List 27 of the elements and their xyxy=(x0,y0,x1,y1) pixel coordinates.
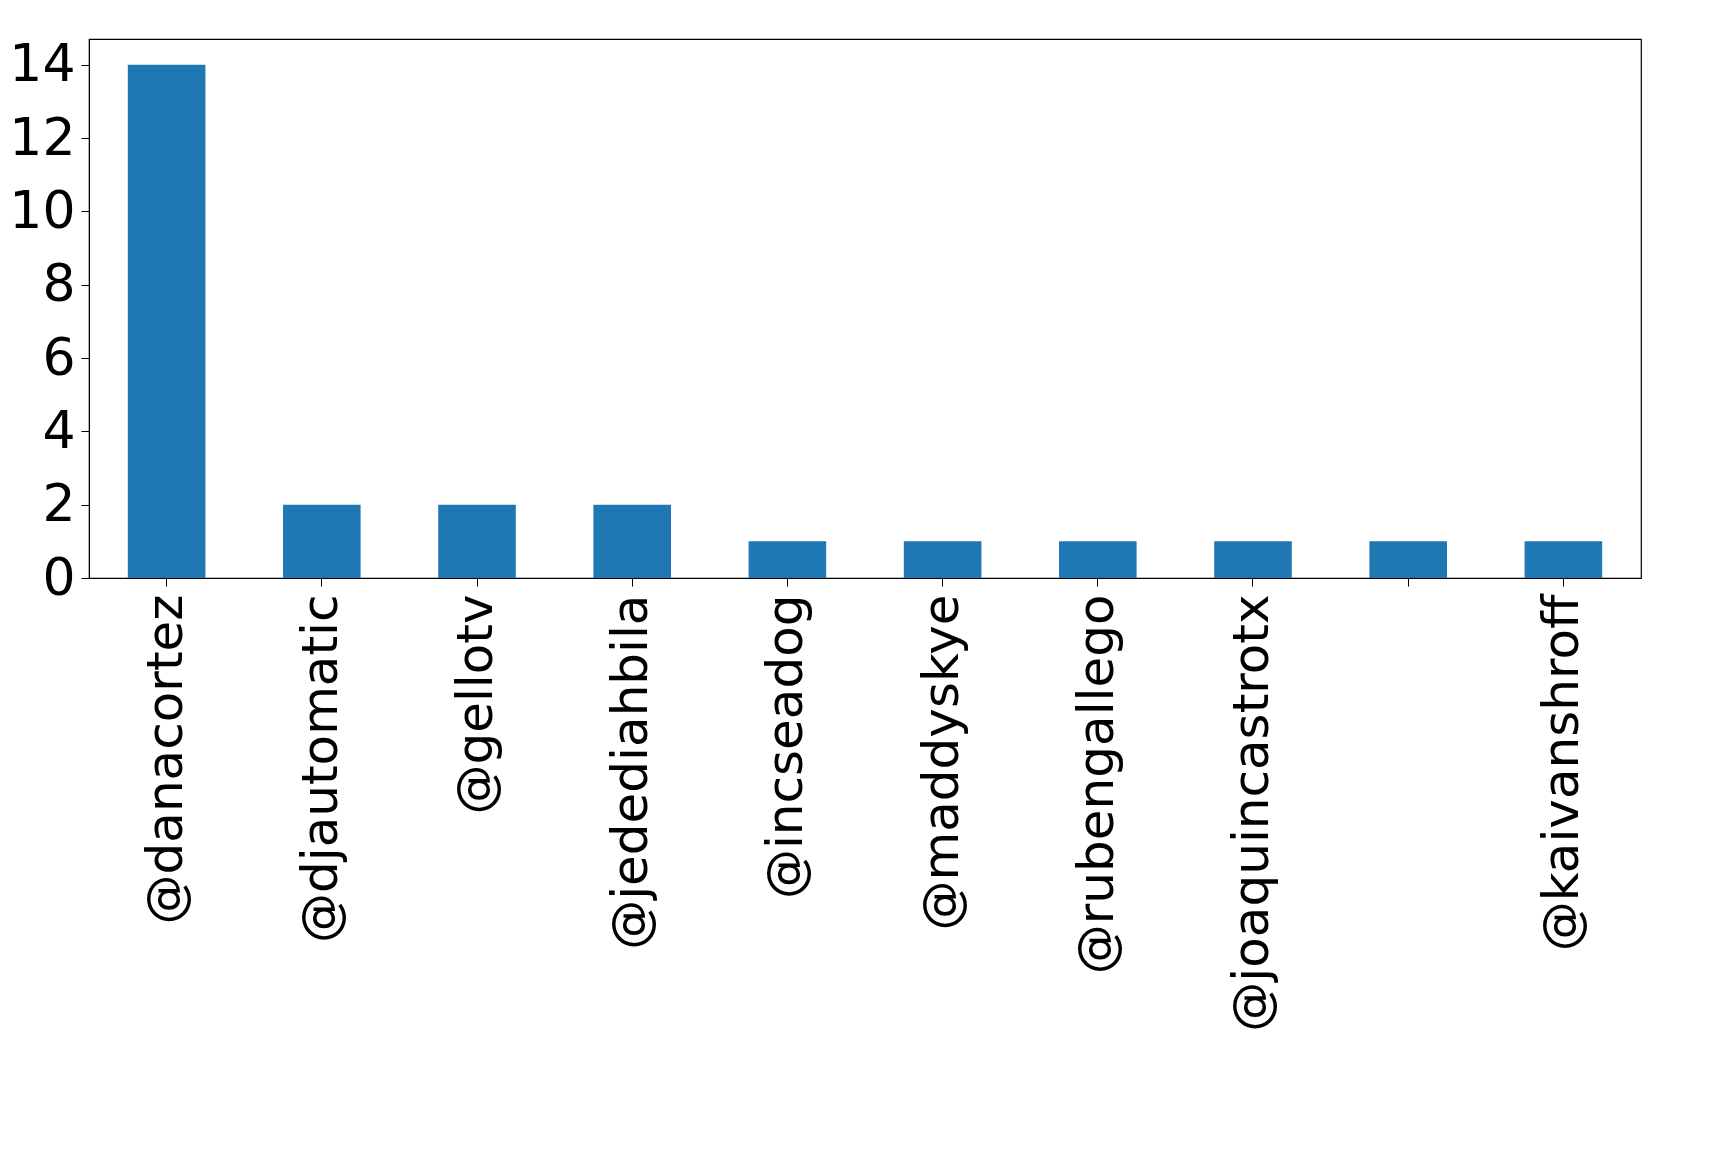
x-tick-label: @kaivanshroff xyxy=(1532,592,1591,952)
y-tick-label: 4 xyxy=(42,399,76,460)
x-tick-label: @joaquincastrotx xyxy=(1222,594,1280,1032)
y-tick-label: 0 xyxy=(42,546,76,607)
x-tick-label: @jedediahbila xyxy=(601,594,660,950)
bar xyxy=(1524,541,1603,578)
y-tick-label: 6 xyxy=(42,326,76,387)
x-tick-label: @danacortez xyxy=(135,594,194,925)
bar xyxy=(438,504,516,578)
bar xyxy=(903,541,982,578)
bar xyxy=(1369,541,1447,578)
y-tick-label: 2 xyxy=(42,473,76,534)
x-tick-label: @gellotv xyxy=(446,594,504,815)
x-tick-label: @incseadog xyxy=(756,594,815,900)
x-tick-label: @rubengallego xyxy=(1066,594,1125,975)
bar xyxy=(593,504,671,578)
bar xyxy=(748,541,827,578)
x-tick-label: @maddyskye xyxy=(911,594,970,931)
y-tick-label: 8 xyxy=(42,253,76,314)
y-tick-label: 12 xyxy=(9,106,76,167)
y-tick-label: 14 xyxy=(9,33,76,94)
x-tick-label: @djautomatic xyxy=(290,594,349,943)
bar xyxy=(1059,541,1137,578)
bar xyxy=(127,64,206,578)
bar xyxy=(1214,541,1292,578)
y-tick-label: 10 xyxy=(9,179,76,240)
bar xyxy=(283,504,361,578)
